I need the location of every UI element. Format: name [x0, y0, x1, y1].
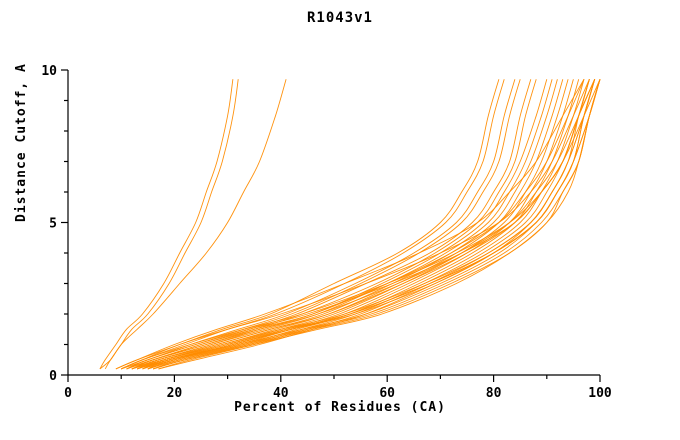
- model-curve: [131, 79, 596, 370]
- model-curve: [131, 79, 548, 370]
- model-curve: [126, 79, 590, 370]
- model-curve: [147, 79, 596, 370]
- x-tick-label: 40: [273, 386, 289, 401]
- model-curve: [136, 79, 553, 370]
- model-curve: [147, 79, 574, 370]
- model-curve: [142, 79, 601, 370]
- model-curve: [142, 79, 569, 370]
- model-curve: [137, 79, 601, 370]
- model-curve: [142, 79, 596, 370]
- x-tick-label: 80: [486, 386, 502, 401]
- model-curve: [152, 79, 585, 370]
- model-curve: [99, 79, 234, 370]
- x-tick-label: 60: [379, 386, 395, 401]
- model-curve: [126, 79, 596, 370]
- model-curve: [142, 79, 564, 370]
- x-axis-label: Percent of Residues (CA): [234, 400, 446, 415]
- y-tick-label: 5: [49, 217, 57, 232]
- model-curve: [152, 79, 601, 370]
- model-curve: [104, 79, 239, 370]
- x-tick-label: 0: [64, 386, 72, 401]
- y-tick-label: 0: [49, 369, 57, 384]
- model-curve: [121, 79, 590, 370]
- chart-title: R1043v1: [306, 10, 373, 26]
- x-tick-label: 100: [588, 386, 612, 401]
- model-curve: [121, 79, 505, 370]
- x-tick-label: 20: [167, 386, 183, 401]
- model-curve: [137, 79, 596, 370]
- model-curve: [147, 79, 580, 370]
- model-curve: [121, 79, 601, 370]
- model-curve: [115, 78, 585, 370]
- y-tick-label: 10: [41, 64, 57, 79]
- model-curve: [147, 79, 601, 370]
- model-curve: [131, 79, 585, 370]
